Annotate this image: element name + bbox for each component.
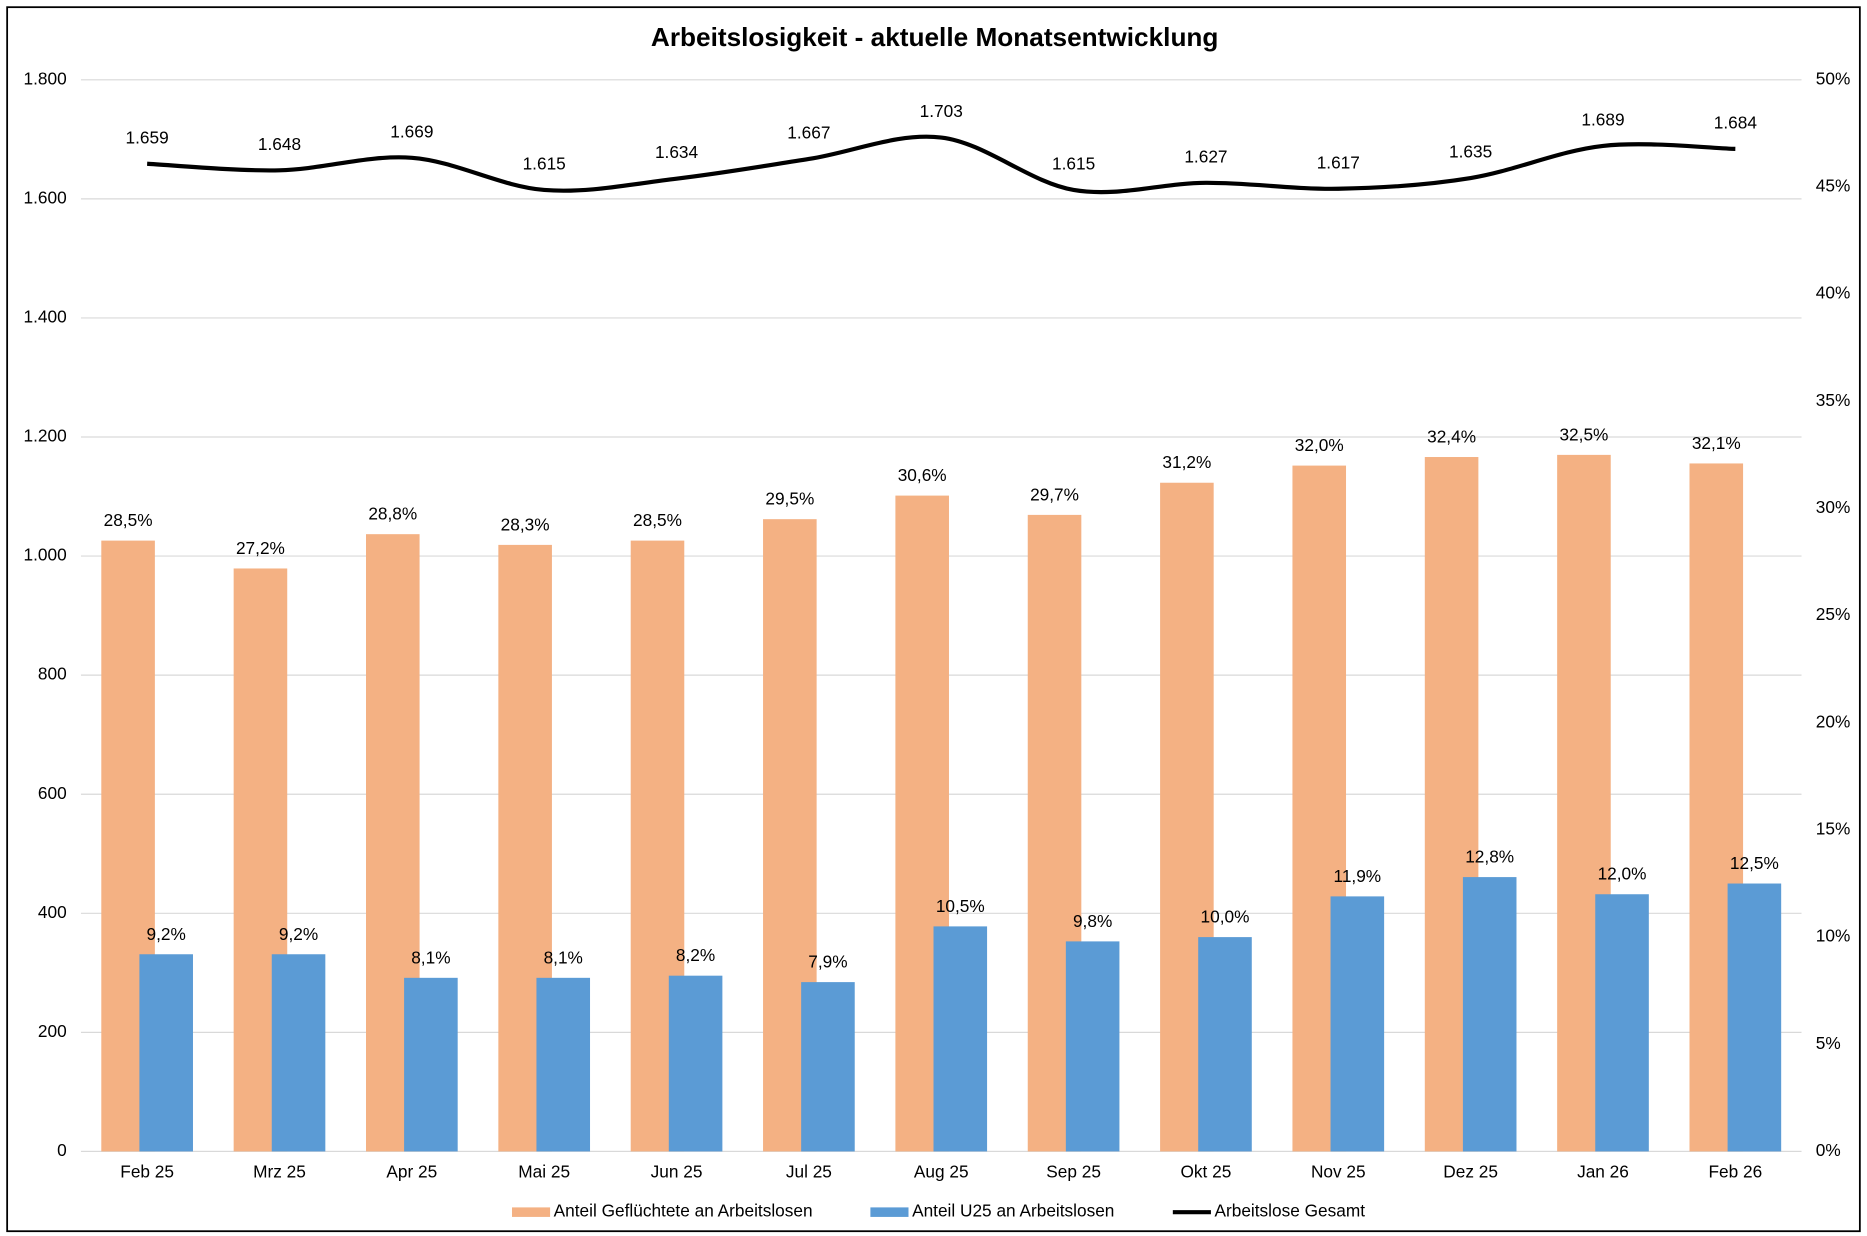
bar — [933, 926, 988, 1152]
x-tick-label: Dez 25 — [1443, 1161, 1498, 1181]
data-label: 9,8% — [1073, 911, 1112, 931]
y-tick-label: 1.800 — [24, 68, 67, 88]
legend-swatch — [870, 1207, 909, 1217]
bar — [271, 954, 326, 1152]
x-tick-label: Jun 25 — [651, 1161, 703, 1181]
data-label: 1.689 — [1581, 109, 1624, 129]
y2-tick-label: 30% — [1816, 497, 1851, 517]
y2-tick-label: 0% — [1816, 1140, 1841, 1160]
y-tick-label: 600 — [38, 783, 67, 803]
y2-tick-label: 20% — [1816, 711, 1851, 731]
data-label: 28,8% — [368, 504, 417, 524]
x-tick-label: Feb 26 — [1708, 1161, 1762, 1181]
y2-tick-label: 5% — [1816, 1033, 1841, 1053]
data-label: 11,9% — [1334, 866, 1382, 886]
data-label: 1.634 — [655, 142, 699, 162]
data-label: 8,1% — [544, 947, 583, 967]
data-label: 10,0% — [1201, 907, 1250, 927]
data-label: 1.635 — [1449, 142, 1492, 162]
legend-label: Arbeitslose Gesamt — [1215, 1201, 1366, 1221]
data-label: 27,2% — [236, 538, 285, 558]
y-tick-label: 1.400 — [24, 307, 67, 327]
x-tick-label: Nov 25 — [1311, 1161, 1366, 1181]
bar — [1595, 894, 1649, 1152]
legend-swatch — [511, 1207, 551, 1217]
y-tick-label: 200 — [38, 1021, 67, 1041]
data-label: 31,2% — [1162, 452, 1211, 472]
data-label: 32,4% — [1427, 427, 1476, 447]
x-tick-label: Aug 25 — [914, 1161, 969, 1181]
bar — [536, 977, 591, 1152]
data-label: 1.615 — [1052, 154, 1095, 174]
data-label: 32,0% — [1295, 435, 1344, 455]
bar — [1065, 941, 1120, 1152]
y2-tick-label: 40% — [1816, 283, 1851, 303]
x-tick-label: Mai 25 — [518, 1161, 570, 1181]
y2-tick-label: 10% — [1816, 926, 1851, 946]
data-label: 1.684 — [1714, 112, 1758, 132]
y2-tick-label: 45% — [1816, 176, 1851, 196]
y-tick-label: 1.000 — [24, 545, 67, 565]
data-label: 8,1% — [411, 947, 450, 967]
bar — [1198, 937, 1252, 1152]
y-tick-label: 1.600 — [24, 187, 67, 207]
data-label: 10,5% — [936, 896, 985, 916]
y-tick-label: 1.200 — [24, 426, 67, 446]
legend-label: Anteil U25 an Arbeitslosen — [912, 1201, 1114, 1221]
data-label: 8,2% — [676, 945, 715, 965]
x-tick-label: Sep 25 — [1046, 1161, 1101, 1181]
bar — [801, 982, 855, 1152]
y-tick-label: 800 — [38, 664, 67, 684]
data-label: 28,5% — [633, 510, 682, 530]
data-label: 9,2% — [147, 924, 186, 944]
x-tick-label: Apr 25 — [386, 1161, 437, 1181]
data-label: 1.659 — [126, 127, 169, 147]
data-label: 12,0% — [1598, 864, 1647, 884]
line — [147, 134, 1736, 195]
x-tick-label: Jan 26 — [1577, 1161, 1629, 1181]
y-tick-label: 400 — [38, 902, 67, 922]
data-label: 1.615 — [523, 154, 566, 174]
x-tick-label: Okt 25 — [1181, 1161, 1232, 1181]
legend-label: Anteil Geflüchtete an Arbeitslosen — [554, 1201, 813, 1221]
data-label: 7,9% — [808, 952, 847, 972]
bar — [1462, 877, 1517, 1152]
bar — [1330, 896, 1385, 1152]
data-label: 1.627 — [1184, 146, 1227, 166]
data-label: 28,5% — [104, 510, 153, 530]
bar — [404, 977, 458, 1152]
y2-tick-label: 15% — [1816, 819, 1851, 839]
bar — [139, 954, 193, 1152]
data-label: 12,8% — [1465, 847, 1514, 867]
y2-tick-label: 50% — [1816, 68, 1851, 88]
chart-title: Arbeitslosigkeit - aktuelle Monatsentwic… — [651, 22, 1219, 52]
data-label: 29,5% — [765, 489, 814, 509]
data-label: 1.617 — [1317, 152, 1360, 172]
x-tick-label: Feb 25 — [120, 1161, 174, 1181]
y2-tick-label: 35% — [1816, 390, 1851, 410]
y-tick-label: 0 — [57, 1140, 67, 1160]
bar — [668, 975, 723, 1152]
data-label: 30,6% — [898, 465, 947, 485]
x-tick-label: Mrz 25 — [253, 1161, 306, 1181]
data-label: 32,5% — [1559, 424, 1608, 444]
data-label: 29,7% — [1030, 484, 1079, 504]
data-label: 1.648 — [258, 134, 301, 154]
x-tick-label: Jul 25 — [786, 1161, 832, 1181]
data-label: 1.667 — [787, 123, 830, 143]
data-label: 1.703 — [920, 101, 963, 121]
data-label: 1.669 — [390, 121, 433, 141]
y2-tick-label: 25% — [1816, 604, 1851, 624]
data-label: 28,3% — [501, 514, 550, 534]
data-label: 32,1% — [1692, 433, 1741, 453]
data-label: 12,5% — [1730, 853, 1779, 873]
bar — [1727, 883, 1782, 1152]
data-label: 9,2% — [279, 924, 318, 944]
